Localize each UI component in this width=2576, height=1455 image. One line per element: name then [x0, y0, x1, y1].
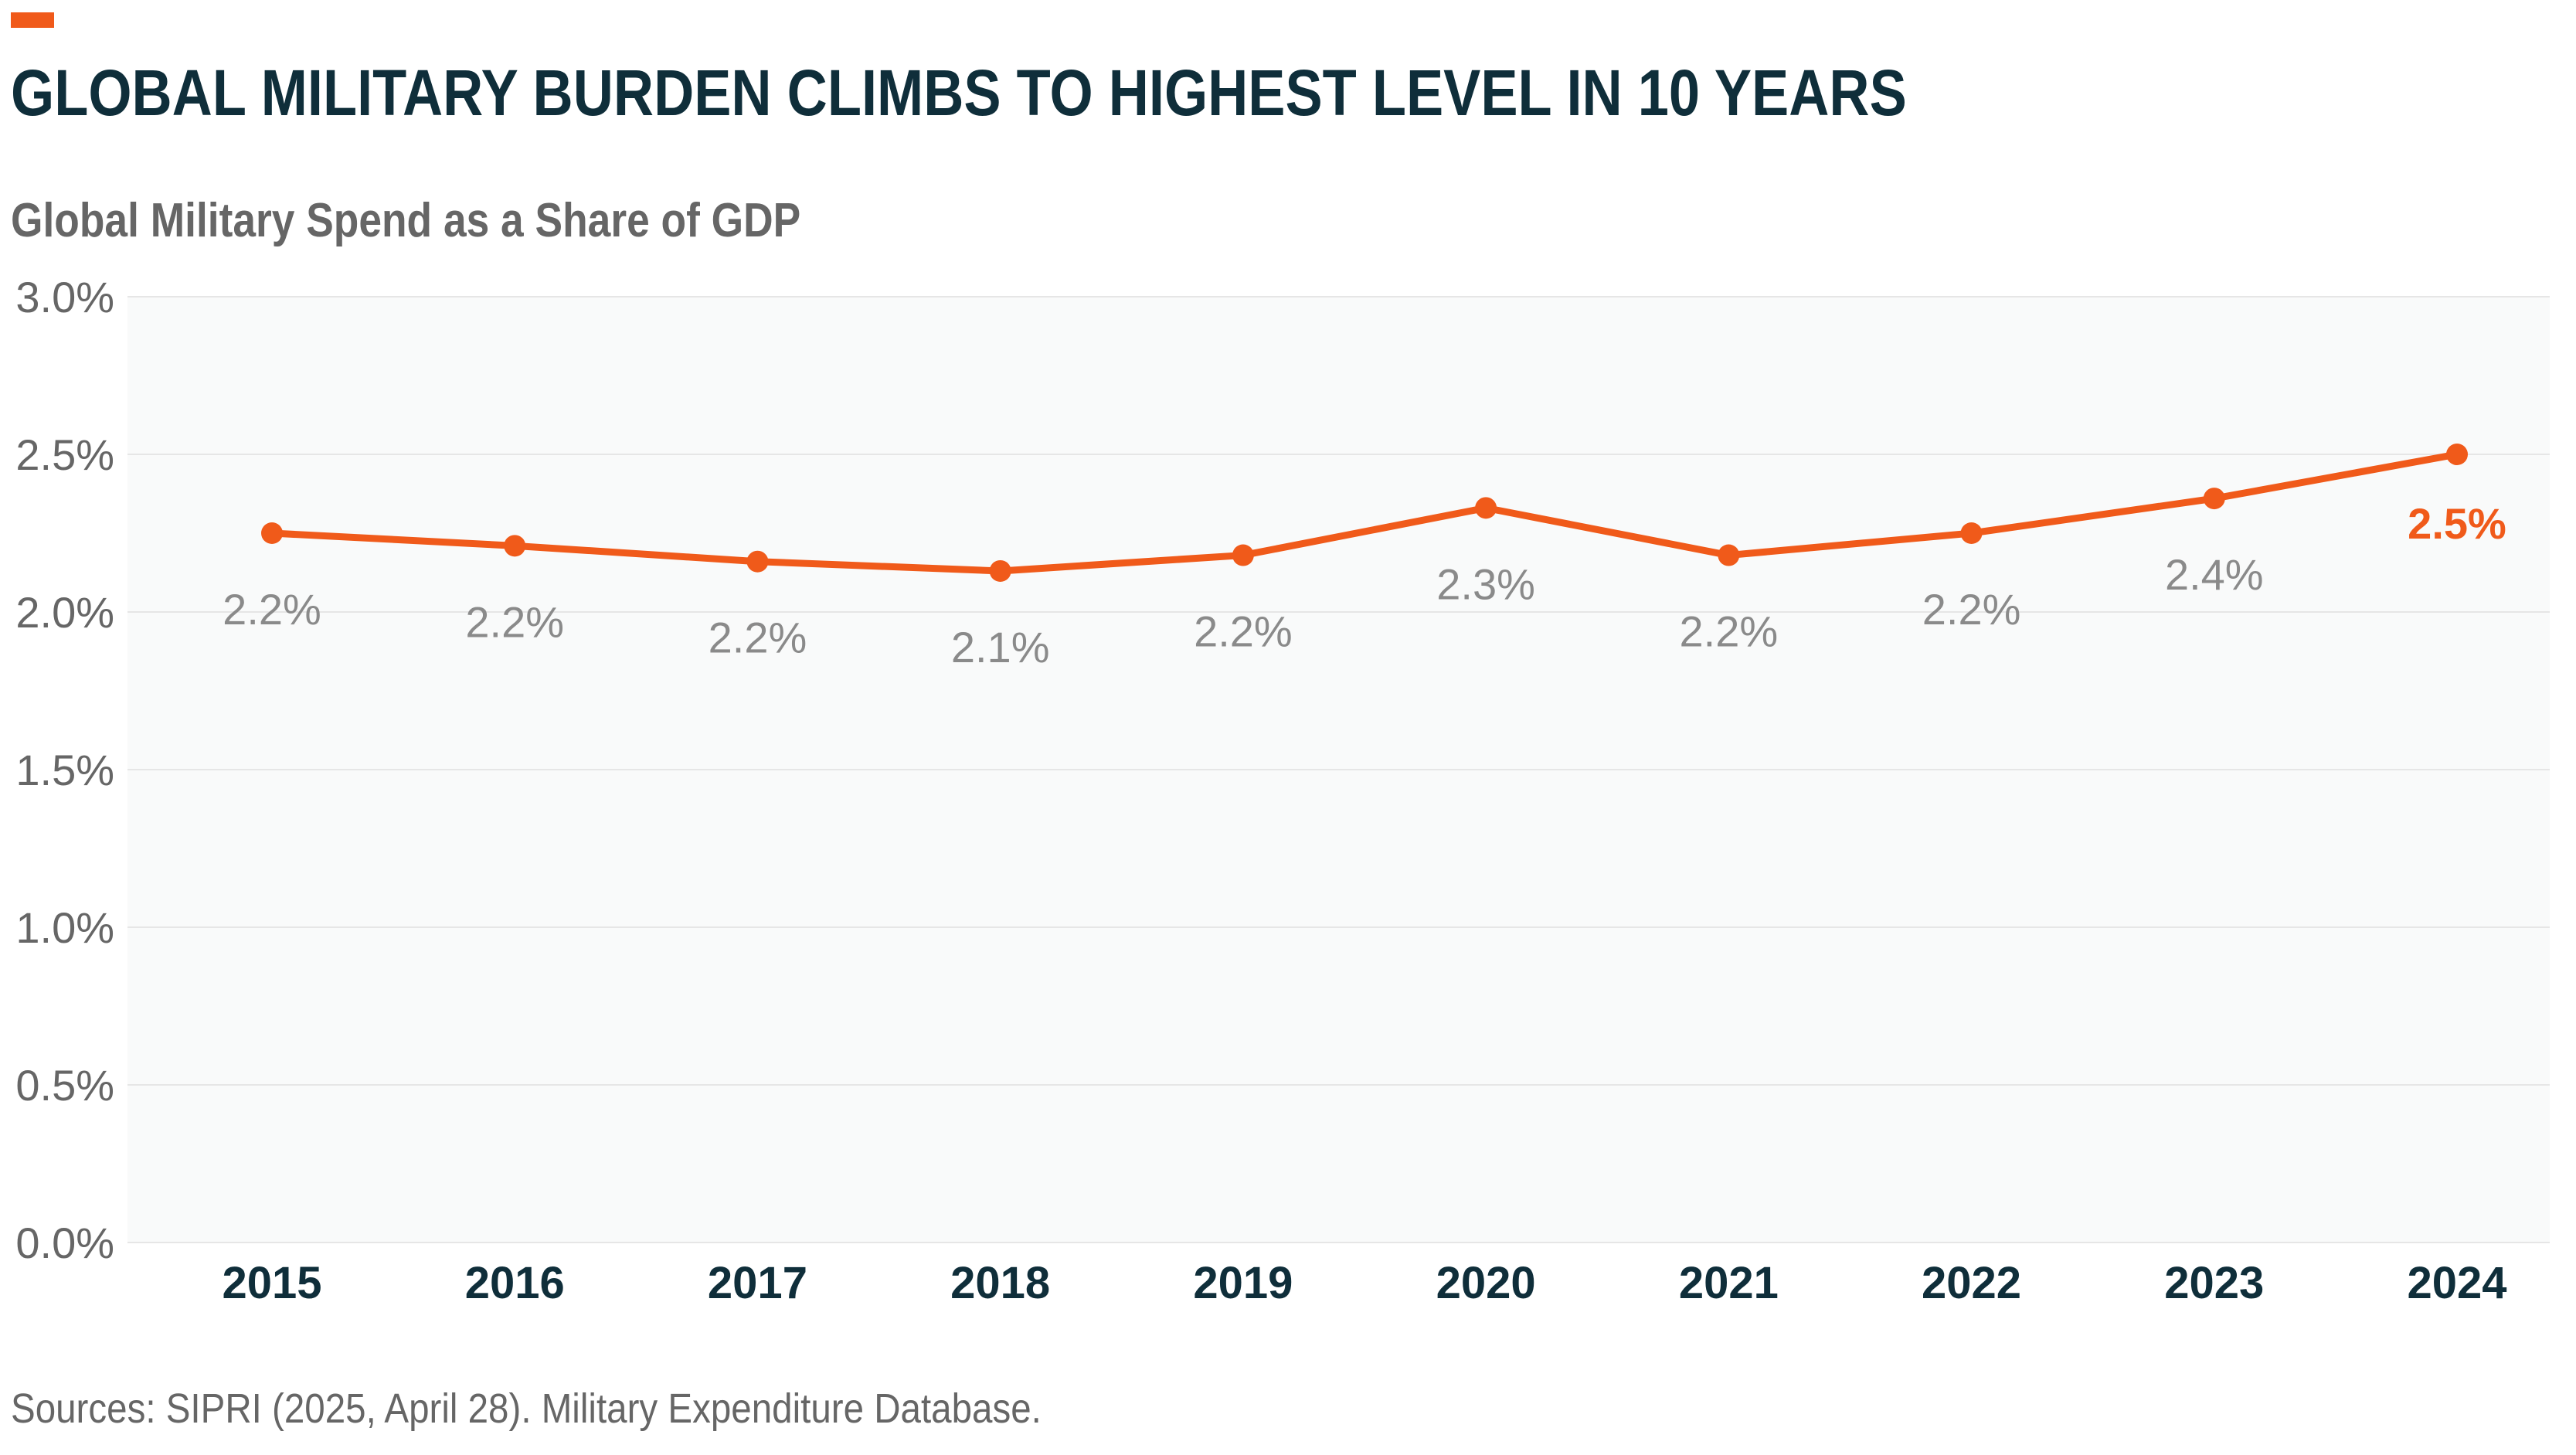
data-label: 2.3% [1436, 559, 1535, 608]
x-tick-label: 2018 [950, 1258, 1050, 1308]
x-tick-label: 2022 [1922, 1258, 2021, 1308]
x-tick-label: 2021 [1679, 1258, 1779, 1308]
x-tick-label: 2024 [2407, 1258, 2506, 1308]
x-tick-label: 2017 [708, 1258, 807, 1308]
x-tick-label: 2023 [2164, 1258, 2264, 1308]
data-points [261, 444, 2468, 582]
y-axis-ticks: 0.0% 0.5% 1.0% 1.5% 2.0% 2.5% 3.0% [15, 273, 114, 1267]
data-label: 2.1% [951, 623, 1050, 671]
data-label: 2.4% [2165, 550, 2264, 599]
data-point [2446, 444, 2468, 465]
chart-subtitle: Global Military Spend as a Share of GDP [11, 194, 801, 247]
x-tick-label: 2019 [1193, 1258, 1293, 1308]
data-label: 2.2% [1194, 607, 1293, 656]
chart-title: GLOBAL MILITARY BURDEN CLIMBS TO HIGHEST… [11, 56, 1907, 129]
y-tick-label: 0.5% [15, 1061, 114, 1110]
gridlines [127, 296, 2550, 1243]
data-labels: 2.2% 2.2% 2.2% 2.1% 2.2% 2.3% 2.2% 2.2% 2.4% 2.5% [223, 499, 2506, 671]
data-point [989, 559, 1011, 582]
data-point [1232, 544, 1254, 566]
x-axis-ticks: 2015 2016 2017 2018 2019 2020 2021 2022 2023 2024 [222, 1258, 2506, 1308]
data-point [1960, 522, 1983, 544]
y-tick-label: 1.0% [15, 903, 114, 952]
y-tick-label: 1.5% [15, 746, 114, 794]
data-point [746, 550, 769, 573]
data-label: 2.2% [465, 597, 564, 646]
data-label: 2.5% [2408, 499, 2506, 548]
x-tick-label: 2016 [465, 1258, 565, 1308]
data-label: 2.2% [223, 585, 321, 634]
x-tick-label: 2015 [222, 1258, 321, 1308]
x-tick-label: 2020 [1436, 1258, 1536, 1308]
y-tick-label: 0.0% [15, 1219, 114, 1267]
data-label: 2.2% [1922, 585, 2021, 634]
y-tick-label: 2.0% [15, 588, 114, 637]
y-tick-label: 2.5% [15, 430, 114, 479]
series-line-layer [268, 450, 2461, 575]
data-point [2203, 488, 2225, 510]
source-note: Sources: SIPRI (2025, April 28). Militar… [11, 1385, 1042, 1432]
data-point [261, 522, 283, 544]
data-point [504, 535, 526, 557]
data-label: 2.2% [709, 614, 807, 662]
y-tick-label: 3.0% [15, 273, 114, 321]
data-label: 2.2% [1680, 607, 1779, 656]
data-point [1475, 497, 1497, 519]
accent-bar [11, 12, 54, 28]
data-point [1718, 544, 1740, 566]
series-line [268, 450, 2461, 575]
